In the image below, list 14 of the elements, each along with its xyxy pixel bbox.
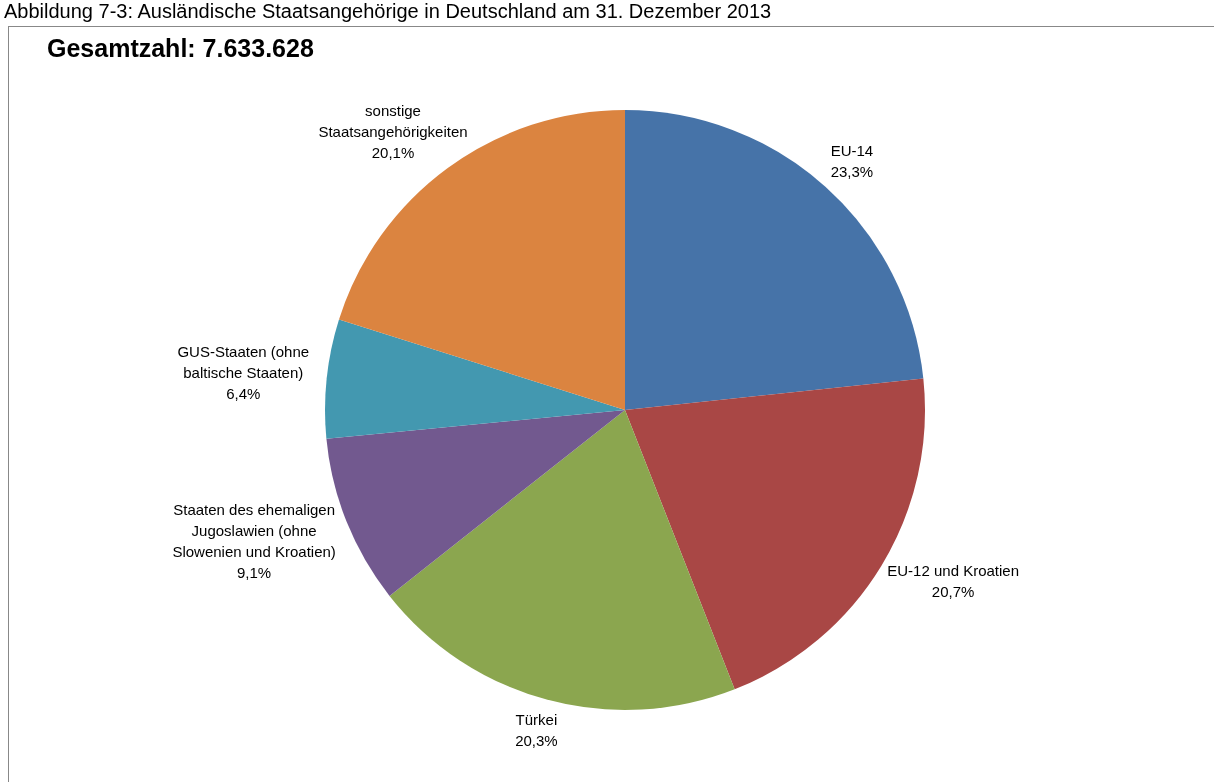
data-label: 9,1% bbox=[237, 563, 272, 581]
slice-label: GUS-Staaten (ohne baltische Staaten) bbox=[177, 343, 310, 382]
data-label: 23,3% bbox=[830, 163, 874, 181]
data-label: 20,3% bbox=[515, 732, 558, 750]
slice-label: sonstige Staatsangehörigkeiten bbox=[318, 102, 468, 141]
chart-subtitle: Gesamtzahl: 7.633.628 bbox=[47, 34, 314, 63]
data-label: 20,1% bbox=[371, 144, 415, 162]
data-label: 20,7% bbox=[931, 583, 975, 601]
chart-title: Abbildung 7-3: Ausländische Staatsangehörige in Deutschland am 31. Dezember 2013 bbox=[4, 0, 772, 23]
slice-label: Staaten des ehemaligen Jugoslawien (ohne Slowenien und Kroatien) bbox=[172, 500, 336, 560]
data-label: 6,4% bbox=[226, 385, 261, 403]
slice-label: EU-12 und Kroatien bbox=[887, 562, 1020, 580]
slice-label: Türkei bbox=[515, 711, 558, 729]
slice-label: EU-14 bbox=[830, 142, 874, 160]
